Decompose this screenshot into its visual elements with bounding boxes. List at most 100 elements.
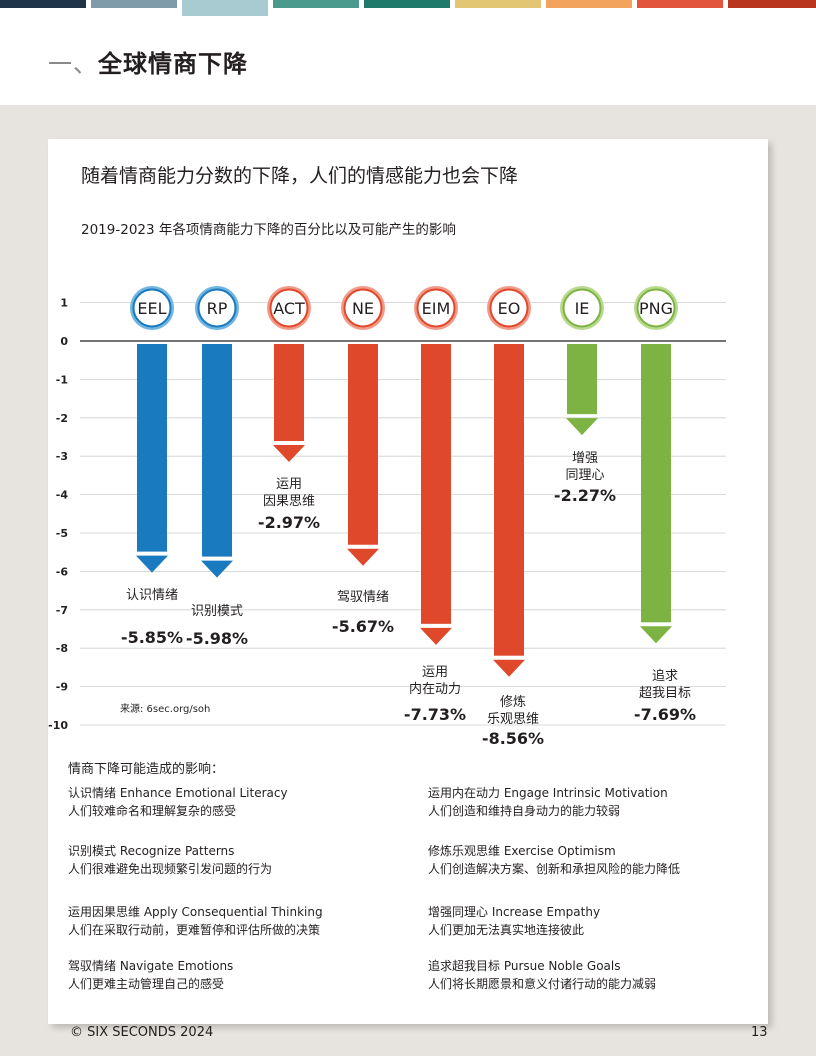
section-number: 一、	[48, 50, 98, 78]
category-name: 增强	[572, 451, 598, 466]
color-strip-segment	[182, 0, 268, 16]
impact-title: 驾驭情绪 Navigate Emotions	[68, 959, 234, 973]
category-name: 运用	[422, 665, 448, 680]
impact-item: 增强同理心 Increase Empathy 人们更加无法真实地连接彼此	[428, 903, 758, 939]
impact-item: 修炼乐观思维 Exercise Optimism 人们创造解决方案、创新和承担风险…	[428, 842, 758, 878]
impact-description: 人们更加无法真实地连接彼此	[428, 923, 585, 937]
impact-title: 运用内在动力 Engage Intrinsic Motivation	[428, 786, 668, 800]
color-strip-segment	[91, 0, 177, 8]
color-strip	[0, 0, 816, 16]
y-tick-label: -5	[56, 527, 68, 540]
bar-arrow-head	[493, 659, 525, 677]
category-name: 同理心	[565, 468, 604, 483]
badge	[132, 288, 172, 328]
category-name: 修炼	[500, 695, 526, 710]
impact-item: 识别模式 Recognize Patterns 人们很难避免出现频繁引发问题的行为	[68, 842, 398, 878]
category-name: 内在动力	[409, 681, 461, 697]
category-code: ACT	[273, 299, 305, 318]
badge	[489, 288, 529, 328]
bar-arrow-head	[273, 445, 305, 463]
color-strip-segment	[546, 0, 632, 8]
source-note: 来源: 6sec.org/soh	[120, 702, 210, 715]
category-code: EIM	[422, 299, 451, 318]
y-tick-label: -1	[56, 373, 68, 386]
badge	[343, 288, 383, 328]
color-strip-segment	[273, 0, 359, 8]
category-name: 追求	[652, 668, 678, 684]
bar-arrow-head	[566, 418, 598, 436]
impact-title: 增强同理心 Increase Empathy	[428, 905, 601, 919]
value-label: -7.69%	[634, 705, 696, 724]
bar	[567, 344, 597, 415]
value-label: -2.27%	[554, 486, 616, 505]
badge	[269, 288, 309, 328]
chart-card: 随着情商能力分数的下降，人们的情感能力也会下降 2019-2023 年各项情商能…	[48, 139, 768, 1024]
impact-title: 识别模式 Recognize Patterns	[68, 844, 235, 858]
value-label: -5.67%	[332, 617, 394, 636]
value-label: -2.97%	[258, 513, 320, 532]
impact-description: 人们更难主动管理自己的感受	[68, 977, 225, 991]
bar	[421, 344, 451, 624]
color-strip-segment	[637, 0, 723, 8]
category-code: EO	[498, 299, 521, 318]
category-name: 驾驭情绪	[337, 590, 389, 605]
impact-item: 运用因果思维 Apply Consequential Thinking 人们在采取…	[68, 903, 398, 939]
category-name: 运用	[276, 477, 302, 492]
color-strip-segment	[455, 0, 541, 8]
chart-title: 随着情商能力分数的下降，人们的情感能力也会下降	[81, 165, 519, 187]
bar-arrow-head	[136, 555, 168, 573]
category-code: EEL	[137, 299, 166, 318]
color-strip-segment	[364, 0, 450, 8]
footer-copyright: © SIX SECONDS 2024	[70, 1025, 214, 1040]
impact-description: 人们将长期愿景和意义付诸行动的能力减弱	[428, 977, 657, 991]
impact-title: 运用因果思维 Apply Consequential Thinking	[68, 905, 323, 919]
bar-chart: 1 0 -1 -2 -3 -4 -5 -6 -7 -8 -9 -10 EEL 认识情绪 -5.85% RP 识别…	[48, 286, 726, 748]
bar-arrow-head	[420, 627, 452, 645]
value-label: -5.85%	[121, 628, 183, 647]
impact-item: 追求超我目标 Pursue Noble Goals 人们将长期愿景和意义付诸行动的…	[428, 957, 758, 993]
impact-title: 修炼乐观思维 Exercise Optimism	[428, 844, 616, 858]
page-number: 13	[751, 1025, 768, 1040]
category-name: 超我目标	[639, 686, 691, 701]
impact-item: 运用内在动力 Engage Intrinsic Motivation 人们创造和维…	[428, 784, 758, 820]
value-label: -7.73%	[404, 705, 466, 724]
category-name: 识别模式	[191, 604, 243, 619]
impact-description: 人们较难命名和理解复杂的感受	[68, 804, 237, 818]
impact-description: 人们在采取行动前，更难暂停和评估所做的决策	[68, 923, 321, 937]
bar	[274, 344, 304, 442]
y-tick-label: -2	[56, 412, 68, 425]
value-label: -5.98%	[186, 629, 248, 648]
color-strip-segment	[0, 0, 86, 8]
bar	[494, 344, 524, 656]
category-code: RP	[207, 299, 228, 318]
bar-arrow-head	[640, 626, 672, 644]
y-tick-label: -10	[48, 719, 68, 732]
impact-item: 驾驭情绪 Navigate Emotions 人们更难主动管理自己的感受	[68, 957, 398, 993]
bar	[137, 344, 167, 552]
y-tick-label: -3	[56, 450, 68, 463]
impact-title: 认识情绪 Enhance Emotional Literacy	[68, 786, 288, 800]
chart-subtitle: 2019-2023 年各项情商能力下降的百分比以及可能产生的影响	[81, 222, 456, 238]
section-title-text: 全球情商下降	[98, 50, 248, 78]
value-label: -8.56%	[482, 729, 544, 748]
color-strip-segment	[728, 0, 816, 8]
badge	[636, 288, 676, 328]
bar-arrow-head	[201, 560, 233, 578]
impact-title: 追求超我目标 Pursue Noble Goals	[428, 959, 621, 973]
y-tick-label: -4	[56, 489, 69, 502]
badge	[416, 288, 456, 328]
impact-item: 认识情绪 Enhance Emotional Literacy 人们较难命名和理解…	[68, 784, 398, 820]
page-header: 一、全球情商下降	[0, 0, 816, 105]
bar	[348, 344, 378, 545]
badge	[197, 288, 237, 328]
y-tick-label: -6	[56, 565, 69, 578]
category-code: NE	[352, 299, 374, 318]
bar	[202, 344, 232, 557]
impact-description: 人们很难避免出现频繁引发问题的行为	[68, 862, 273, 876]
category-name: 因果思维	[263, 494, 315, 509]
y-tick-label: 0	[60, 335, 68, 348]
y-tick-label: -8	[56, 642, 68, 655]
bar-arrow-head	[347, 548, 379, 566]
y-tick-label: -9	[56, 681, 68, 694]
y-tick-label: 1	[60, 297, 68, 310]
